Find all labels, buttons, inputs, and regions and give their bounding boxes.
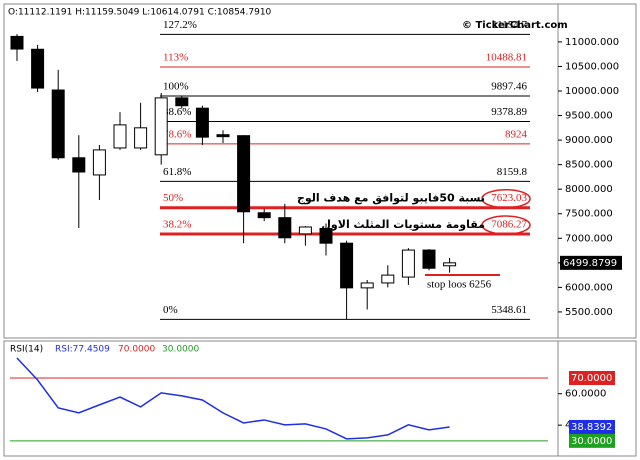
level-label: 30.0000 — [571, 436, 612, 447]
highlight-ellipse — [481, 215, 531, 235]
rsi-panel — [3, 340, 637, 457]
ohlc-header: O:11112.1191 H:11159.5049 L:10614.0791 C… — [8, 8, 272, 18]
fib-label: 61.8% — [163, 166, 191, 178]
watermark: © TickerChart.com — [462, 20, 568, 31]
y-tick-label: 8500.000 — [565, 160, 613, 171]
fib-label: 88.6% — [163, 106, 191, 118]
fib-value: 8924 — [505, 128, 528, 140]
last-price-label: 6499.8799 — [563, 258, 617, 269]
fib-label: 0% — [163, 304, 178, 316]
candle-body — [31, 48, 45, 89]
last-price-box — [560, 255, 622, 270]
y-tick-label: 7000.000 — [565, 233, 613, 244]
candle-body — [195, 107, 209, 138]
fib-value: 9378.89 — [491, 106, 527, 118]
annotation: نسبة 50فايبو لتوافق مع هدف الوج — [297, 192, 485, 206]
last-value-label: 38.8392 — [571, 422, 612, 433]
y-tick-label: 9000.000 — [565, 135, 613, 146]
fib-label: 78.6% — [163, 128, 191, 140]
candle-body — [92, 149, 106, 176]
y-tick-label: 9500.000 — [565, 111, 613, 122]
candle-body — [237, 135, 251, 213]
candle-body — [278, 217, 292, 239]
candle-body — [10, 35, 24, 50]
rsi-level-legend: 30.0000 — [162, 345, 199, 355]
candle-body — [360, 282, 374, 289]
y-tick-label: 11000.000 — [565, 37, 619, 48]
price-panel — [3, 3, 637, 339]
fib-value: 9897.46 — [491, 81, 527, 93]
fib-value: 7623.03 — [491, 192, 527, 204]
rsi-title: RSI(14) — [10, 345, 43, 355]
candle-body — [319, 227, 333, 244]
fib-label: 113% — [163, 52, 188, 64]
fib-label: 100% — [163, 81, 189, 93]
candle-body — [51, 89, 65, 159]
y-tick-label: 10500.000 — [565, 61, 619, 72]
last-value-box — [569, 419, 615, 434]
level-label: 70.0000 — [571, 373, 612, 384]
y-tick-label: 5500.000 — [565, 307, 613, 318]
candle-body — [72, 157, 86, 173]
y-tick-label: 8000.000 — [565, 184, 613, 195]
candle-body — [381, 274, 395, 284]
fib-value: 5348.61 — [491, 304, 527, 316]
fib-value: 7086.27 — [491, 219, 527, 231]
candle-body — [401, 249, 415, 278]
candle-body — [298, 226, 312, 235]
y-tick-label: 60.0000 — [565, 389, 606, 400]
y-tick-label: 10000.000 — [565, 86, 619, 97]
annotation: stop loos 6256 — [427, 279, 492, 291]
candle-body — [340, 242, 354, 289]
annotation: مقاومة مستويات المثلث الاول — [321, 218, 485, 231]
candle-body — [134, 127, 148, 149]
rsi-line — [16, 357, 450, 440]
fib-label: 38.2% — [163, 219, 191, 231]
candle-body — [154, 97, 168, 156]
fib-value: 10488.81 — [486, 52, 527, 64]
y-tick-label: 6000.000 — [565, 282, 613, 293]
candle-body — [422, 249, 436, 269]
y-tick-label: 7500.000 — [565, 209, 613, 220]
level-box — [569, 433, 615, 448]
candle-body — [113, 124, 127, 149]
fib-value: 8159.8 — [497, 166, 528, 178]
candle-body — [257, 212, 271, 219]
candle-body — [443, 262, 457, 267]
candle-body — [175, 97, 189, 107]
rsi-legend: RSI:77.4509 — [55, 345, 110, 355]
fib-label: 50% — [163, 192, 183, 204]
fib-value: 11154.7 — [492, 19, 527, 31]
highlight-ellipse — [481, 188, 531, 209]
fib-label: 127.2% — [163, 19, 197, 31]
level-box — [569, 371, 615, 385]
rsi-level-legend: 70.0000 — [118, 345, 155, 355]
candle-body — [216, 134, 230, 138]
